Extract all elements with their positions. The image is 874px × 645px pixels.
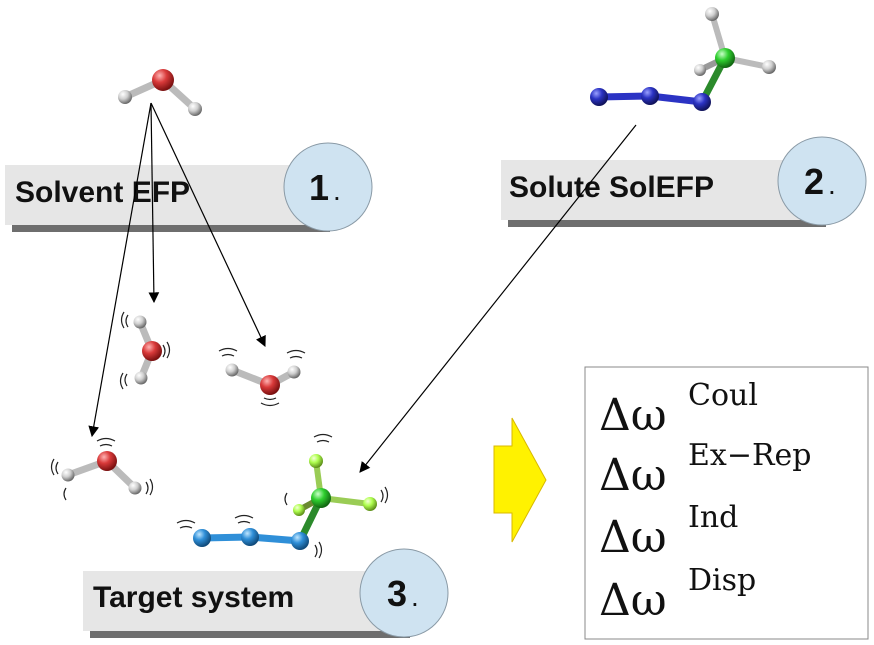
- nitrogen-atom: [241, 528, 259, 546]
- vibration-mark: [162, 341, 171, 359]
- vibration-mark: [176, 519, 196, 529]
- hydrogen-atom: [118, 90, 132, 104]
- target-solute-molecule: [176, 433, 389, 559]
- banner-target-system: Target system: [83, 571, 410, 638]
- banner-background: [83, 571, 403, 631]
- energy-terms-box: Δω Coul Δω Ex−Rep Δω Ind Δω Disp: [584, 366, 869, 640]
- step-circle: [359, 548, 449, 638]
- step-circle: [283, 142, 373, 232]
- hydrogen-atom: [188, 102, 202, 116]
- hydrogen-atom: [128, 481, 142, 495]
- banner-background: [501, 160, 819, 220]
- vibration-mark: [63, 487, 67, 501]
- vibration-mark: [284, 492, 288, 506]
- vibration-mark: [218, 347, 238, 357]
- carbon-atom: [311, 488, 331, 508]
- step-number: 3: [387, 573, 407, 614]
- vibration-mark: [260, 397, 280, 407]
- oxygen-atom: [152, 69, 174, 91]
- hydrogen-atom: [762, 60, 776, 74]
- arrow-to-water-right: [150, 102, 266, 347]
- step-circle-2: 2 .: [777, 136, 867, 226]
- nitrogen-atom: [193, 529, 211, 547]
- banner-solvent-efp: Solvent EFP: [5, 165, 330, 232]
- terms-box-border: [584, 366, 869, 640]
- vibrating-water-molecule-bottom-left: [50, 437, 154, 501]
- term-superscript: Ind: [688, 500, 738, 535]
- step-number: 1: [309, 167, 329, 208]
- vibration-mark: [50, 458, 59, 476]
- banner-label: Target system: [93, 581, 294, 614]
- vibration-mark: [145, 478, 154, 496]
- vibration-mark: [234, 514, 254, 524]
- banner-label: Solvent EFP: [15, 176, 190, 209]
- step-circle-3: 3 .: [359, 548, 449, 638]
- term-coulomb: Δω Coul: [599, 378, 758, 441]
- hydrogen-atom: [705, 7, 719, 21]
- yellow-block-arrow: [493, 417, 547, 543]
- step-number-dot: .: [411, 581, 419, 612]
- hydrogen-atom: [225, 363, 239, 377]
- term-base: Δω: [599, 450, 667, 501]
- vibrating-water-molecule-mid: [119, 311, 171, 390]
- vibration-mark: [120, 311, 129, 329]
- step-circle: [777, 136, 867, 226]
- solute-molecule: [590, 7, 776, 111]
- nitrogen-atom: [693, 93, 711, 111]
- banner-solute-solefp: Solute SolEFP: [501, 160, 826, 227]
- fluorine-atom: [309, 454, 323, 468]
- vibrating-water-molecule-right: [218, 347, 306, 407]
- step-number-dot: .: [828, 169, 836, 200]
- hydrogen-atom: [287, 365, 301, 379]
- step-number-dot: .: [333, 175, 341, 206]
- arrows: [88, 102, 637, 473]
- oxygen-atom: [97, 451, 117, 471]
- term-superscript: Coul: [688, 378, 758, 413]
- term-base: Δω: [599, 512, 667, 563]
- hydrogen-atom: [61, 468, 75, 482]
- oxygen-atom: [260, 375, 280, 395]
- solvent-water-molecule: [118, 69, 202, 116]
- banner-background: [5, 165, 323, 225]
- nitrogen-atom: [291, 532, 309, 550]
- fluorine-atom: [293, 504, 305, 516]
- term-induction: Δω Ind: [599, 500, 738, 563]
- fluorine-atom: [363, 497, 377, 511]
- hydrogen-atom: [694, 64, 706, 76]
- vibration-mark: [314, 541, 323, 559]
- step-number: 2: [804, 161, 824, 202]
- vibration-mark: [119, 372, 128, 390]
- term-superscript: Disp: [688, 563, 756, 598]
- vibration-mark: [286, 349, 306, 359]
- vibration-mark: [313, 433, 333, 443]
- banner-label: Solute SolEFP: [509, 171, 714, 204]
- step-circle-1: 1 .: [283, 142, 373, 232]
- arrow-to-water-bottom-left: [88, 102, 152, 438]
- hydrogen-atom: [133, 315, 147, 329]
- carbon-atom: [715, 48, 735, 68]
- term-dispersion: Δω Disp: [599, 563, 756, 626]
- term-base: Δω: [599, 390, 667, 441]
- arrow-to-water-mid: [148, 102, 160, 304]
- term-base: Δω: [599, 575, 667, 626]
- vibration-mark: [96, 437, 116, 447]
- term-exchange-repulsion: Δω Ex−Rep: [599, 438, 812, 501]
- oxygen-atom: [142, 341, 162, 361]
- term-superscript: Ex−Rep: [688, 438, 812, 473]
- nitrogen-atom: [590, 88, 608, 106]
- hydrogen-atom: [134, 371, 148, 385]
- nitrogen-atom: [641, 87, 659, 105]
- arrow-to-target-solute: [359, 124, 637, 473]
- vibration-mark: [380, 486, 389, 504]
